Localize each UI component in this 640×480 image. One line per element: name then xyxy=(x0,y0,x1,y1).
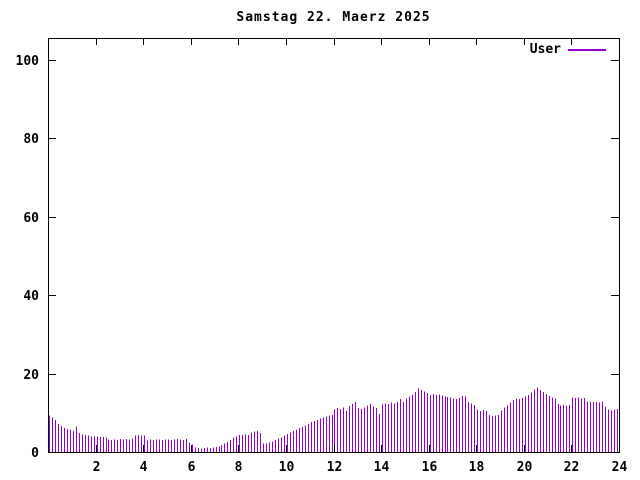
x-tick-label: 24 xyxy=(612,460,628,475)
y-tick-label: 100 xyxy=(16,54,40,69)
x-tick-label: 8 xyxy=(235,460,243,475)
x-tick-label: 20 xyxy=(517,460,533,475)
x-tick-label: 2 xyxy=(93,460,101,475)
legend-line-sample xyxy=(568,48,606,51)
y-tick-label: 40 xyxy=(23,289,39,304)
x-tick-label: 12 xyxy=(327,460,343,475)
x-tick-label: 4 xyxy=(140,460,148,475)
y-tick-label: 20 xyxy=(23,368,39,383)
x-tick-label: 10 xyxy=(279,460,295,475)
y-tick-label: 60 xyxy=(23,211,39,226)
x-tick-label: 6 xyxy=(188,460,196,475)
x-tick-label: 16 xyxy=(422,460,438,475)
legend: User xyxy=(500,42,606,57)
legend-label-user: User xyxy=(529,42,561,57)
chart-title: Samstag 22. Maerz 2025 xyxy=(236,10,431,25)
x-tick-label: 14 xyxy=(374,460,390,475)
y-tick-label: 0 xyxy=(31,446,39,461)
plot-border xyxy=(48,38,620,453)
x-tick-label: 18 xyxy=(469,460,485,475)
y-tick-label: 80 xyxy=(23,132,39,147)
x-tick-label: 22 xyxy=(564,460,580,475)
